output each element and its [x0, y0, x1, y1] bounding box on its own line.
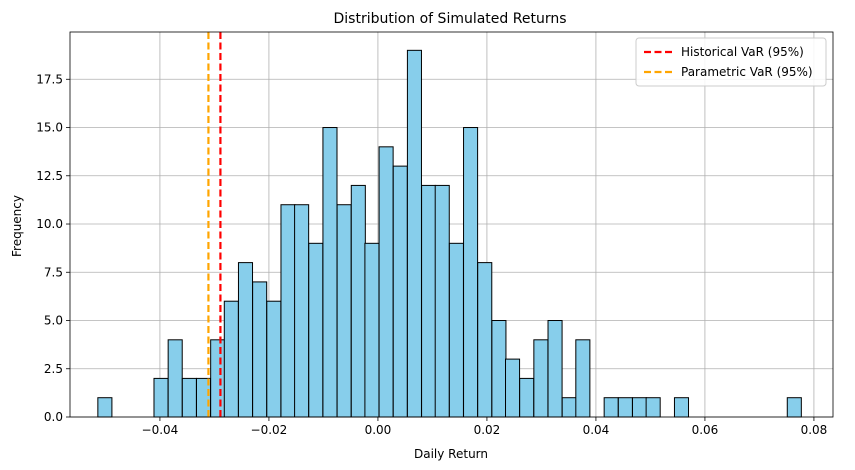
x-tick-label: −0.04 — [142, 423, 179, 437]
histogram-bar — [617, 397, 633, 418]
histogram-bar — [210, 339, 226, 418]
bars — [97, 49, 802, 418]
histogram-bar — [434, 184, 450, 418]
histogram-bar — [519, 377, 535, 418]
histogram-bar — [266, 300, 282, 418]
histogram-bar — [336, 204, 352, 418]
legend: Historical VaR (95%) Parametric VaR (95%) — [635, 37, 827, 87]
histogram-bar — [533, 339, 549, 418]
x-tick-label: 0.08 — [801, 423, 828, 437]
histogram-bar — [294, 204, 310, 418]
histogram-bar — [673, 397, 690, 418]
histogram-bar — [97, 397, 113, 418]
histogram-bar — [252, 281, 268, 418]
histogram-bar — [491, 320, 507, 418]
y-tick-label: 12.5 — [36, 169, 63, 183]
histogram-bar — [463, 127, 479, 418]
histogram-bar — [421, 184, 437, 418]
chart-title: Distribution of Simulated Returns — [333, 11, 566, 27]
x-axis-label: Daily Return — [414, 447, 488, 461]
histogram-bar — [350, 184, 366, 418]
plot-frame — [69, 31, 834, 418]
histogram-bar — [561, 397, 577, 418]
y-tick-label: 17.5 — [36, 72, 63, 86]
y-axis-label: Frequency — [10, 195, 24, 257]
x-axis: −0.04 −0.02 0.00 0.02 0.04 0.06 0.08 — [142, 417, 828, 437]
histogram-bar — [322, 127, 338, 418]
histogram-bar — [631, 397, 648, 418]
histogram-bar — [406, 49, 422, 418]
legend-label: Historical VaR (95%) — [681, 45, 804, 59]
var-lines — [207, 32, 222, 417]
x-tick-label: 0.06 — [692, 423, 719, 437]
y-tick-label: 2.5 — [44, 362, 63, 376]
histogram-bar — [364, 242, 380, 418]
legend-box — [635, 37, 827, 87]
y-tick-label: 0.0 — [44, 410, 63, 424]
histogram-bar — [547, 320, 563, 418]
histogram-bar — [181, 377, 197, 418]
histogram-bar — [237, 262, 254, 418]
histogram-bar — [603, 397, 619, 418]
histogram-bar — [167, 339, 183, 418]
y-axis: 0.0 2.5 5.0 7.5 10.0 12.5 15.0 17.5 — [36, 72, 70, 424]
y-tick-label: 7.5 — [44, 265, 63, 279]
x-tick-label: 0.02 — [474, 423, 501, 437]
x-tick-label: 0.04 — [583, 423, 610, 437]
grid — [70, 32, 833, 418]
histogram-bar — [505, 358, 521, 418]
histogram-bar — [280, 204, 296, 418]
x-tick-label: 0.00 — [365, 423, 392, 437]
y-tick-label: 10.0 — [36, 217, 63, 231]
x-tick-label: −0.02 — [251, 423, 288, 437]
histogram-bar — [645, 397, 661, 418]
histogram-bar — [223, 300, 239, 418]
histogram-bar — [786, 397, 802, 418]
y-tick-label: 15.0 — [36, 121, 63, 135]
histogram-bar — [575, 339, 591, 418]
histogram-bar — [477, 262, 493, 418]
histogram-bar — [308, 242, 324, 418]
histogram-bar — [153, 377, 169, 418]
histogram-bar — [378, 146, 394, 418]
histogram-bar — [392, 165, 408, 418]
legend-label: Parametric VaR (95%) — [681, 65, 813, 79]
histogram-bar — [448, 242, 464, 418]
y-tick-label: 5.0 — [44, 314, 63, 328]
